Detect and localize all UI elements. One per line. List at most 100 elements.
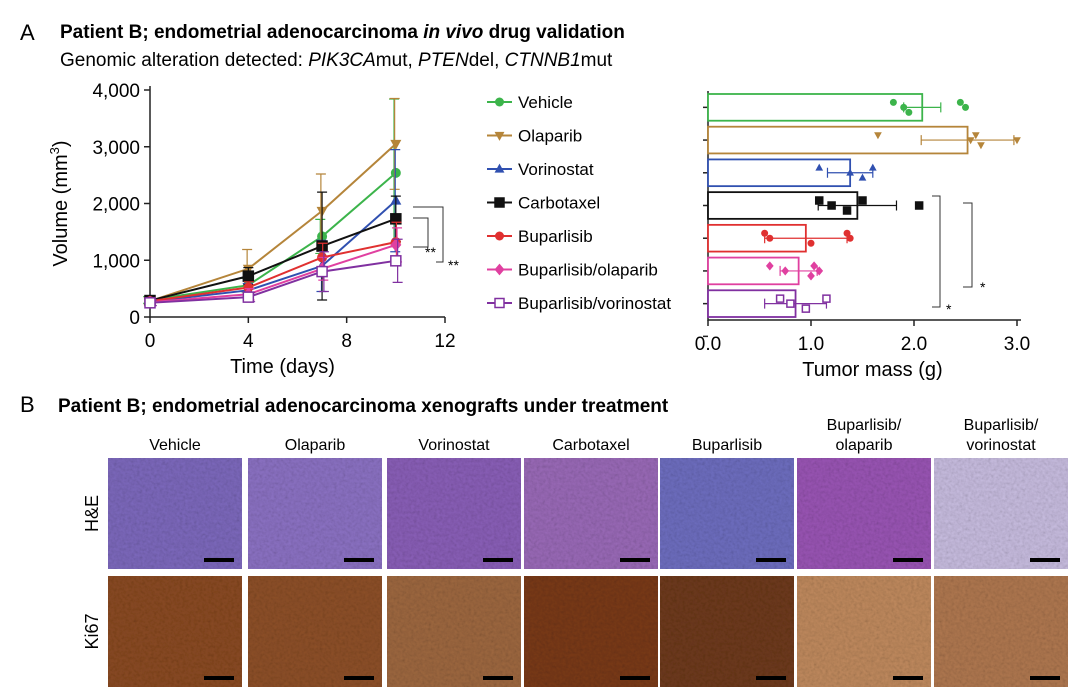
- subtitle-part: mut,: [376, 50, 418, 71]
- row-label: Ki67: [82, 613, 102, 649]
- title-part: Patient B; endometrial adenocarcinoma: [60, 22, 423, 43]
- histology-image: [934, 576, 1068, 687]
- header-line: Buparlisib/: [827, 417, 902, 434]
- marker: [494, 297, 505, 309]
- bar: [707, 158, 852, 188]
- bracket: [963, 202, 973, 288]
- marker: [962, 103, 969, 111]
- x-tick-label: 12: [434, 331, 455, 352]
- marker: [858, 173, 867, 181]
- marker: [900, 103, 908, 111]
- histology-image: [387, 458, 521, 569]
- column-header: Carbotaxel: [552, 437, 629, 454]
- histology-image: [108, 458, 242, 569]
- column-header: Olaparib: [285, 437, 346, 454]
- marker: [966, 137, 975, 145]
- marker: [765, 261, 774, 271]
- y-label-part: Volume (mm: [50, 154, 72, 266]
- significance: *: [980, 279, 986, 295]
- marker: [495, 231, 504, 241]
- marker: [775, 294, 785, 303]
- y-axis-label: Volume (mm3): [47, 140, 72, 266]
- bar: [707, 93, 924, 122]
- marker: [1013, 137, 1021, 145]
- marker: [316, 265, 328, 278]
- marker: [846, 234, 854, 242]
- column-header: Buparlisib: [692, 437, 762, 454]
- legend-label: Carbotaxel: [518, 194, 600, 213]
- marker: [807, 271, 815, 281]
- column-header: Buparlisib/vorinostat: [964, 417, 1039, 454]
- y-tick-label: 1,000: [92, 251, 140, 272]
- marker: [494, 197, 505, 208]
- histology-image: [660, 576, 794, 687]
- legend-label: Vorinostat: [518, 160, 594, 179]
- x-tick-label: 0: [145, 331, 156, 352]
- legend-label: Buparlisib: [518, 227, 593, 246]
- marker: [846, 168, 854, 176]
- header-line: olaparib: [836, 437, 893, 454]
- marker: [494, 131, 505, 141]
- row-label: H&E: [82, 495, 102, 532]
- marker: [807, 239, 815, 247]
- x-tick-label: 1.0: [798, 334, 824, 355]
- histology-image: [797, 458, 931, 569]
- column-header: Buparlisib/olaparib: [827, 417, 902, 454]
- panel-label: A: [20, 20, 35, 45]
- x-tick-label: 4: [243, 331, 254, 352]
- marker: [977, 142, 985, 150]
- significance: **: [425, 244, 436, 260]
- marker: [242, 270, 255, 282]
- marker: [786, 299, 795, 308]
- y-label-part: 3: [47, 147, 62, 154]
- marker: [815, 163, 824, 171]
- subtitle-part: PIK3CA: [308, 50, 376, 71]
- x-tick-label: 2.0: [901, 334, 927, 355]
- marker: [766, 234, 774, 242]
- marker: [815, 266, 824, 276]
- series-line: [149, 259, 396, 304]
- marker: [874, 132, 882, 140]
- series-line: [149, 241, 397, 303]
- marker: [842, 206, 852, 215]
- histology-image: [524, 458, 658, 569]
- error-bar: [920, 135, 1015, 146]
- marker: [868, 163, 877, 171]
- x-axis-label: Tumor mass (g): [802, 359, 942, 381]
- header-line: Buparlisib/: [964, 417, 1039, 434]
- panel-title: Patient B; endometrial adenocarcinoma xe…: [58, 396, 669, 417]
- bracket: [413, 206, 444, 263]
- panel-subtitle: Genomic alteration detected: PIK3CAmut, …: [60, 50, 613, 71]
- marker: [971, 132, 980, 140]
- panel-title: Patient B; endometrial adenocarcinoma in…: [60, 22, 625, 43]
- subtitle-part: PTEN: [418, 50, 469, 71]
- histology-image: [108, 576, 242, 687]
- marker: [495, 97, 504, 107]
- subtitle-part: del,: [469, 50, 505, 71]
- title-part: in vivo: [423, 22, 483, 43]
- histology-image: [248, 576, 382, 687]
- marker: [810, 261, 818, 271]
- y-tick-label: 3,000: [92, 138, 140, 159]
- marker: [761, 229, 769, 237]
- marker: [914, 201, 924, 210]
- x-tick-label: 0.0: [695, 334, 721, 355]
- marker: [390, 255, 402, 267]
- legend-label: Vehicle: [518, 93, 573, 112]
- marker: [390, 238, 402, 252]
- y-tick-label: 4,000: [92, 81, 140, 102]
- series-line: [149, 172, 397, 301]
- legend-label: Buparlisib/olaparib: [518, 261, 658, 280]
- marker: [781, 266, 790, 276]
- legend-label: Olaparib: [518, 127, 582, 146]
- header-line: vorinostat: [966, 437, 1036, 454]
- series-line: [149, 143, 397, 303]
- histology-image: [248, 458, 382, 569]
- marker: [814, 196, 824, 205]
- subtitle-part: CTNNB1: [505, 50, 581, 71]
- marker: [827, 201, 836, 210]
- subtitle-part: Genomic alteration detected:: [60, 50, 308, 71]
- histology-image: [934, 458, 1068, 569]
- marker: [858, 196, 867, 205]
